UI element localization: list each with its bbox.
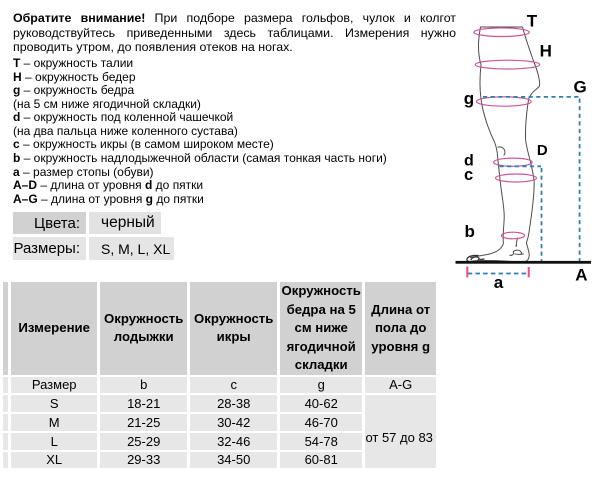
svg-text:c: c (464, 166, 473, 184)
svg-text:d: d (464, 152, 474, 169)
svg-text:A: A (575, 266, 587, 285)
svg-text:H: H (540, 42, 552, 61)
svg-text:b: b (465, 222, 475, 241)
svg-text:g: g (464, 89, 474, 108)
svg-text:G: G (574, 78, 587, 97)
svg-text:a: a (494, 273, 504, 292)
svg-text:T: T (527, 12, 538, 31)
svg-text:D: D (537, 142, 548, 159)
